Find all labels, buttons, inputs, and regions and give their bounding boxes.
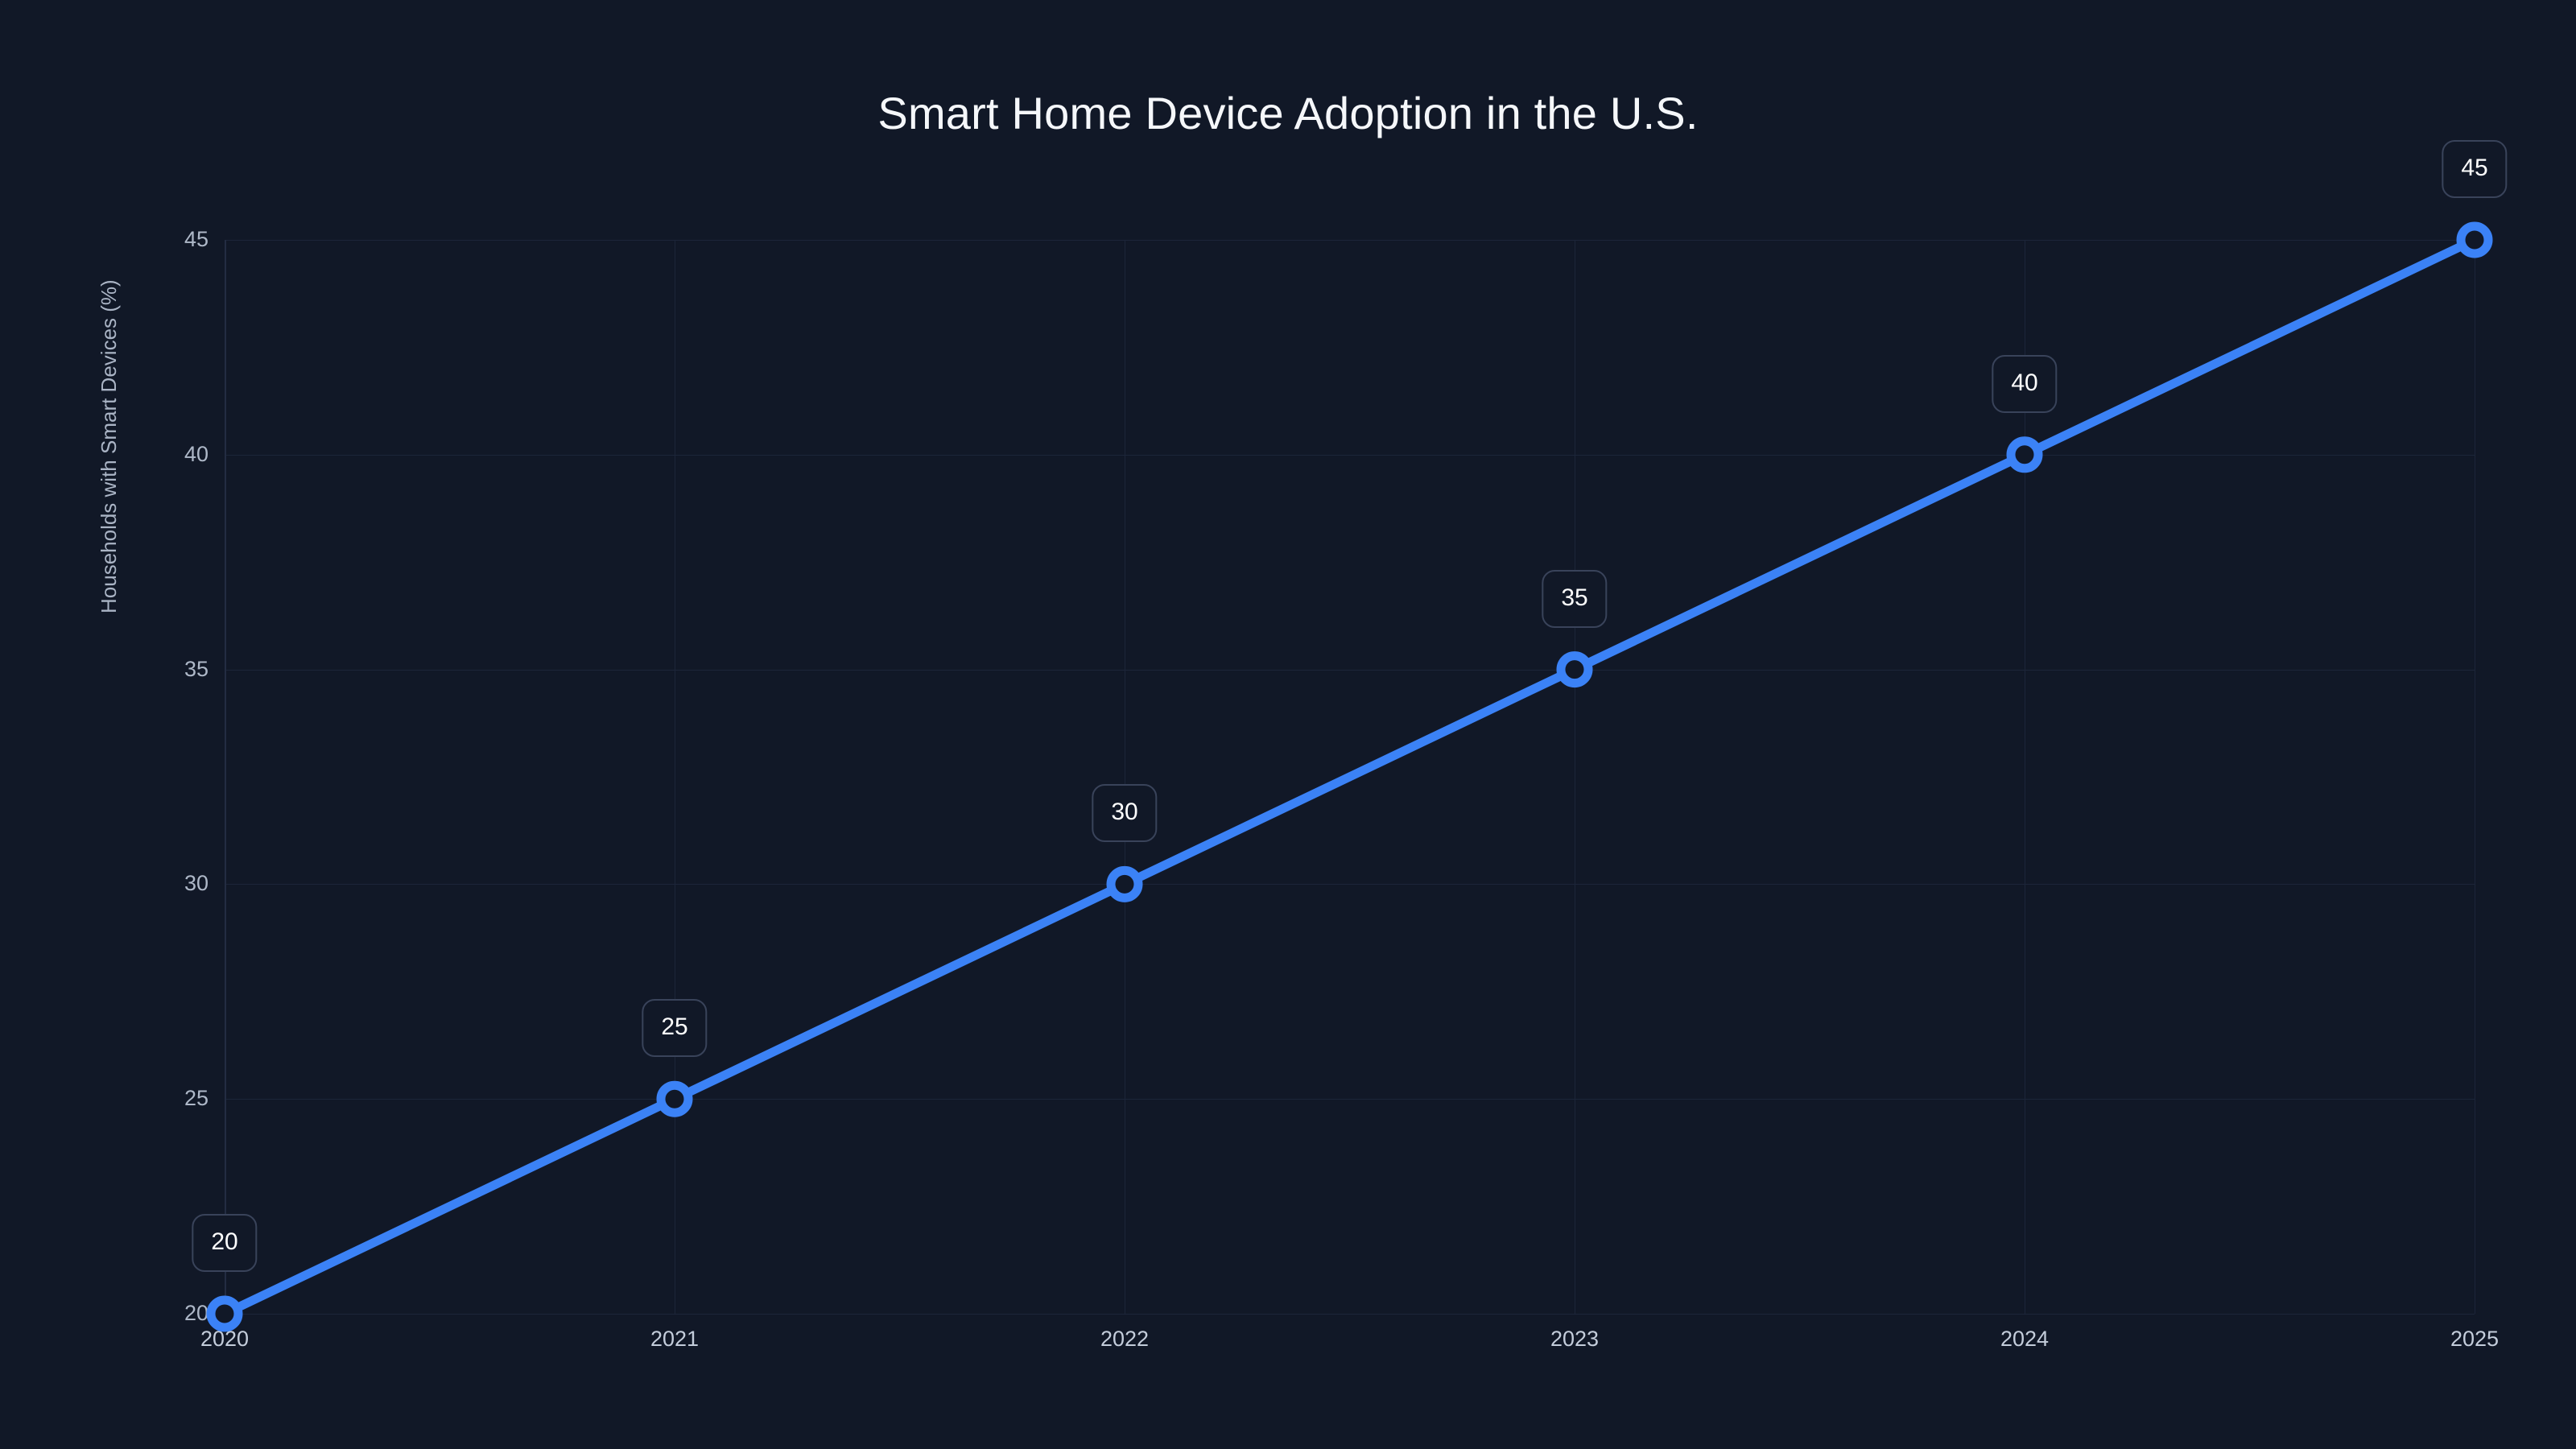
y-tick-label: 35 <box>184 656 208 681</box>
gridline-horizontal <box>225 669 2475 671</box>
gridline-horizontal <box>225 884 2475 886</box>
y-axis-spine <box>225 240 226 1315</box>
x-tick-label: 2023 <box>1550 1327 1600 1351</box>
y-tick-label: 40 <box>184 441 208 466</box>
x-tick-label: 2021 <box>650 1327 700 1351</box>
gridline-horizontal <box>225 240 2475 241</box>
y-tick-label: 20 <box>184 1301 208 1325</box>
data-label-badge: 25 <box>642 999 708 1058</box>
x-tick-label: 2024 <box>2000 1327 2050 1351</box>
data-label-badge: 45 <box>2442 140 2508 198</box>
y-axis-title: Households with Smart Devices (%) <box>97 279 121 613</box>
x-tick-label: 2025 <box>2450 1327 2500 1351</box>
y-tick-label: 25 <box>184 1086 208 1111</box>
x-tick-label: 2022 <box>1100 1327 1150 1351</box>
y-tick-label: 45 <box>184 227 208 251</box>
y-tick-label: 30 <box>184 871 208 896</box>
x-tick-label: 2020 <box>200 1327 250 1351</box>
gridline-horizontal <box>225 1314 2475 1315</box>
data-label-badge: 30 <box>1092 784 1158 843</box>
data-label-badge: 20 <box>192 1214 258 1272</box>
chart-title: Smart Home Device Adoption in the U.S. <box>877 88 1699 138</box>
gridline-horizontal <box>225 1099 2475 1100</box>
data-label-badge: 35 <box>1542 569 1608 628</box>
plot-area <box>225 240 2475 1315</box>
gridline-horizontal <box>225 454 2475 456</box>
data-label-badge: 40 <box>1992 354 2058 413</box>
